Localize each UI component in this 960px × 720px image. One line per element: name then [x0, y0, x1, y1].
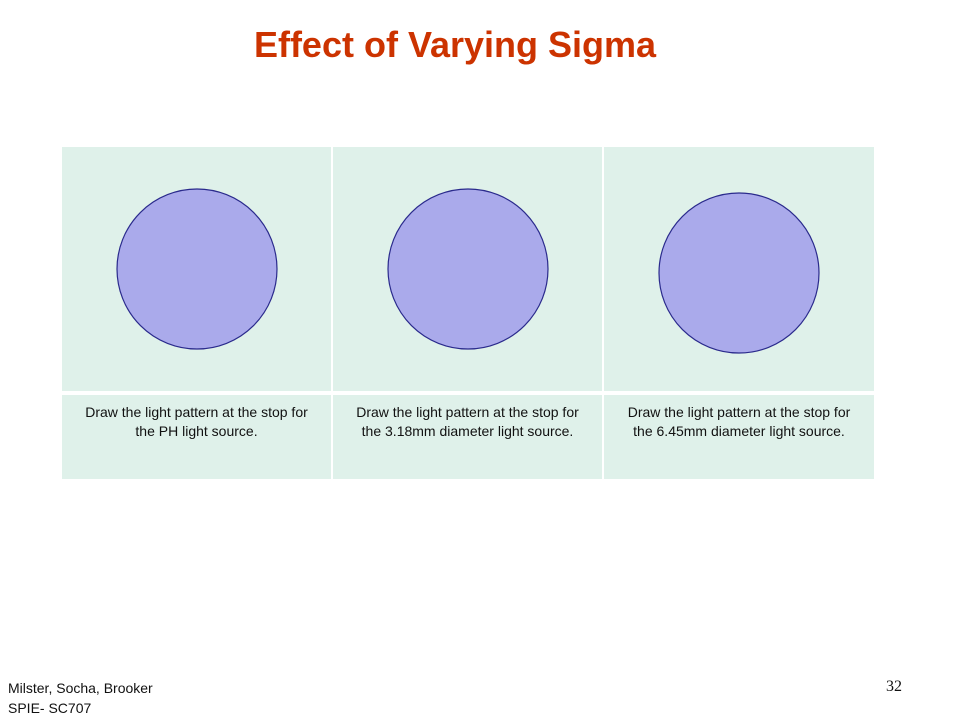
footer-credits: Milster, Socha, Brooker SPIE- SC707 [8, 678, 153, 718]
footer-authors: Milster, Socha, Brooker [8, 680, 153, 696]
pupil-circle-3 [658, 192, 820, 354]
panel-3-caption: Draw the light pattern at the stop for t… [604, 395, 874, 479]
page-number: 32 [886, 678, 902, 695]
panel-1-caption: Draw the light pattern at the stop for t… [62, 395, 331, 479]
footer-course: SPIE- SC707 [8, 700, 92, 716]
pupil-circle-1 [115, 188, 278, 350]
slide-title: Effect of Varying Sigma [253, 24, 657, 65]
panel-grid: Draw the light pattern at the stop for t… [62, 147, 874, 479]
panel-1-drawing-area [62, 147, 331, 391]
panel-3-drawing-area [604, 147, 874, 391]
panel-2-drawing-area [333, 147, 602, 391]
panel-2-caption: Draw the light pattern at the stop for t… [333, 395, 602, 479]
pupil-circle-2 [386, 188, 549, 350]
